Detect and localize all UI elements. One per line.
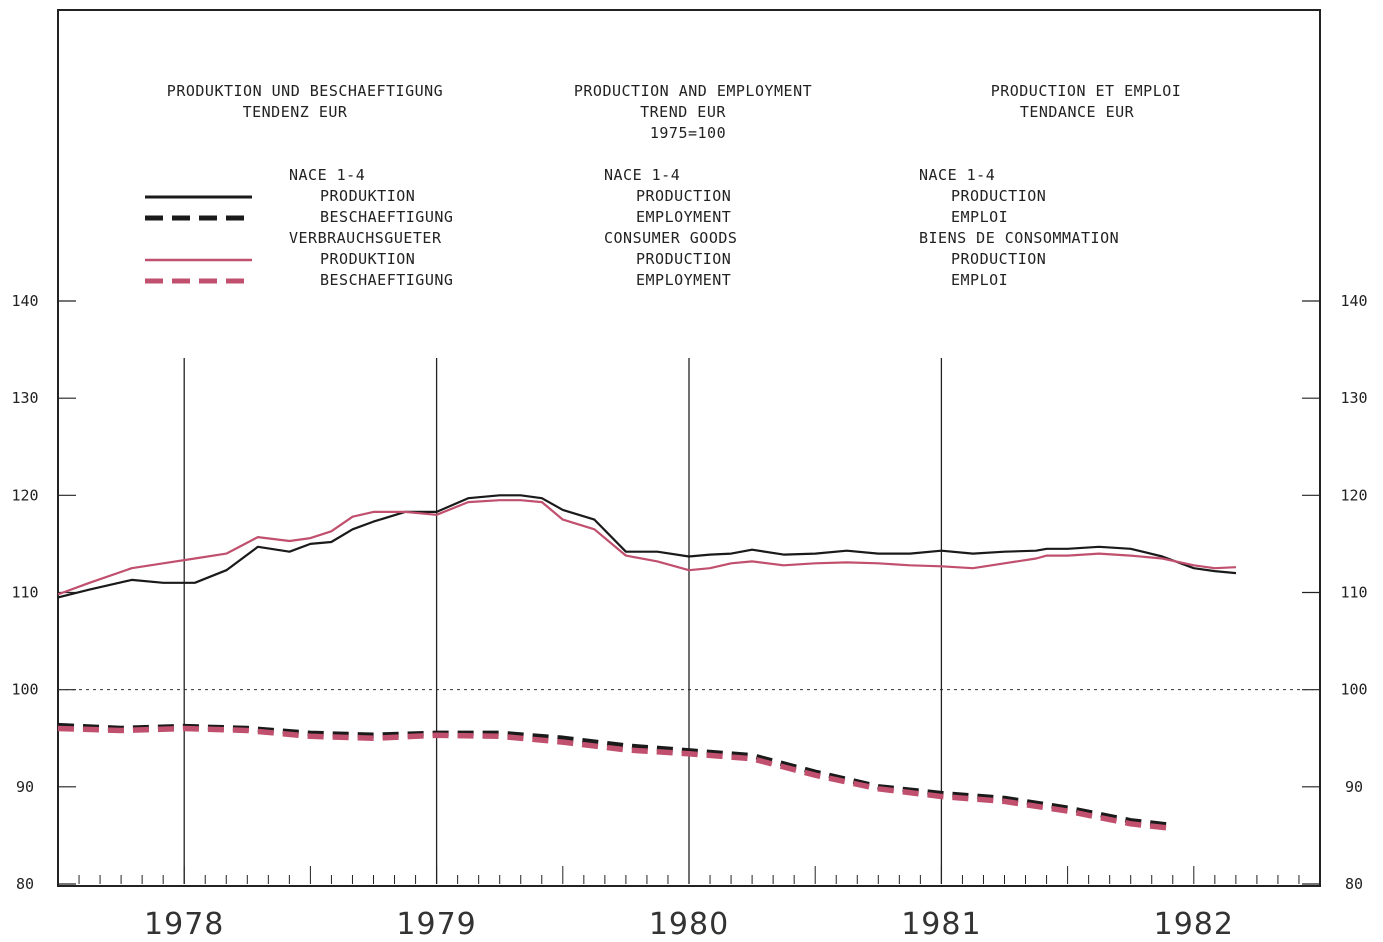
- y-tick-label-right: 130: [1340, 389, 1367, 407]
- series-line-3: [57, 499, 1237, 596]
- y-tick-label-right: 90: [1345, 778, 1363, 796]
- header-de-line-2: TENDENZ EUR: [243, 103, 348, 121]
- legend-fr-4: PRODUCTION: [951, 250, 1046, 268]
- header-en-line-3: 1975=100: [650, 124, 726, 142]
- x-tick-label: 1978: [144, 907, 224, 942]
- y-tick-label-right: 80: [1345, 875, 1363, 893]
- y-tick-label-left: 80: [16, 875, 34, 893]
- series-line-4: [57, 725, 1174, 832]
- legend-de-2: BESCHAEFTIGUNG: [320, 208, 453, 226]
- y-tick-label-left: 100: [11, 681, 38, 699]
- legend-de-5: BESCHAEFTIGUNG: [320, 271, 453, 289]
- legend-en-3: CONSUMER GOODS: [604, 229, 737, 247]
- header-en: PRODUCTION AND EMPLOYMENT TREND EUR 1975…: [574, 82, 812, 142]
- y-tick-label-left: 90: [16, 778, 34, 796]
- legend-fr-0: NACE 1-4: [919, 166, 995, 184]
- header-de-line-1: PRODUKTION UND BESCHAEFTIGUNG: [167, 82, 443, 100]
- y-tick-label-right: 110: [1340, 584, 1367, 602]
- legend: NACE 1-4 PRODUKTION BESCHAEFTIGUNG VERBR…: [145, 166, 1119, 289]
- legend-de-0: NACE 1-4: [289, 166, 365, 184]
- legend-en-4: PRODUCTION: [636, 250, 731, 268]
- series: [57, 494, 1237, 832]
- y-tick-label-right: 100: [1340, 681, 1367, 699]
- header-de: PRODUKTION UND BESCHAEFTIGUNG TENDENZ EU…: [167, 82, 443, 121]
- axes: 80 80 90 90 100 100 110 110 120 120 130 130 140 140 19…: [11, 292, 1367, 942]
- legend-fr-2: EMPLOI: [951, 208, 1008, 226]
- legend-de-3: VERBRAUCHSGUETER: [289, 229, 442, 247]
- series-line-2: [57, 722, 1174, 829]
- legend-de-1: PRODUKTION: [320, 187, 415, 205]
- legend-en-5: EMPLOYMENT: [636, 271, 731, 289]
- x-tick-label: 1982: [1154, 907, 1234, 942]
- legend-fr-5: EMPLOI: [951, 271, 1008, 289]
- header-fr-line-1: PRODUCTION ET EMPLOI: [991, 82, 1182, 100]
- legend-en-0: NACE 1-4: [604, 166, 680, 184]
- y-tick-label-left: 120: [11, 486, 38, 504]
- legend-en-1: PRODUCTION: [636, 187, 731, 205]
- header-fr-line-2: TENDANCE EUR: [1020, 103, 1135, 121]
- y-tick-label-left: 140: [11, 292, 38, 310]
- y-tick-label-right: 140: [1340, 292, 1367, 310]
- y-tick-label-left: 130: [11, 389, 38, 407]
- header-en-line-1: PRODUCTION AND EMPLOYMENT: [574, 82, 812, 100]
- y-tick-label-left: 110: [11, 584, 38, 602]
- y-tick-label-right: 120: [1340, 486, 1367, 504]
- x-tick-label: 1980: [649, 907, 729, 942]
- plot-frame: [57, 9, 1321, 887]
- header-fr: PRODUCTION ET EMPLOI TENDANCE EUR: [991, 82, 1182, 121]
- legend-en-2: EMPLOYMENT: [636, 208, 731, 226]
- series-line-1: [57, 494, 1237, 599]
- header-en-line-2: TREND EUR: [640, 103, 726, 121]
- x-tick-label: 1981: [901, 907, 981, 942]
- legend-fr-1: PRODUCTION: [951, 187, 1046, 205]
- x-tick-label: 1979: [396, 907, 476, 942]
- legend-de-4: PRODUKTION: [320, 250, 415, 268]
- legend-fr-3: BIENS DE CONSOMMATION: [919, 229, 1119, 247]
